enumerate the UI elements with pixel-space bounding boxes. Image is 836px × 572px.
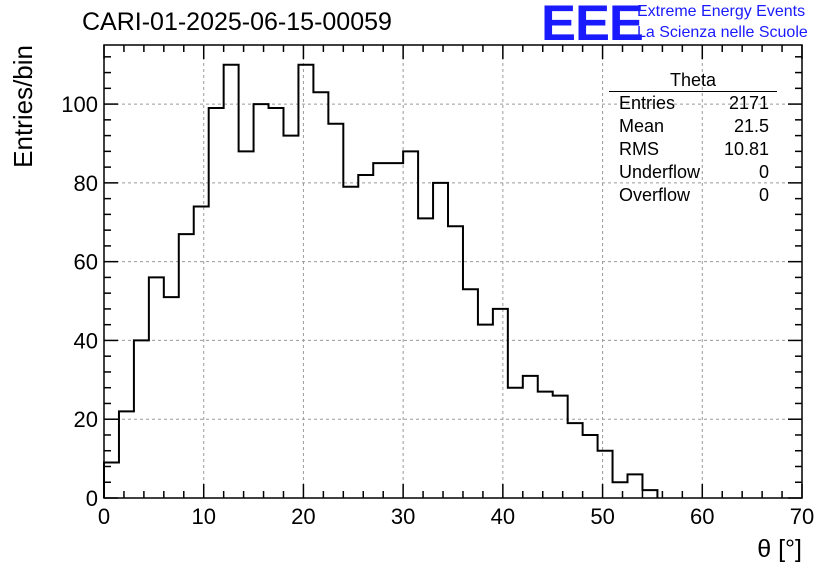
histogram-bin xyxy=(628,474,643,498)
y-tick-label: 40 xyxy=(74,328,98,353)
histogram-bin xyxy=(269,108,284,498)
histogram-bin xyxy=(613,482,628,498)
histogram-bin xyxy=(448,226,463,498)
histogram-bin xyxy=(313,92,328,498)
x-tick-label: 0 xyxy=(98,504,110,529)
y-tick-label: 80 xyxy=(74,171,98,196)
histogram-bin xyxy=(388,163,403,498)
stats-box: Theta Entries 2171 Mean 21.5 RMS 10.81 U… xyxy=(609,70,777,207)
stats-value: 0 xyxy=(758,162,769,182)
logo-subtitle-1: Extreme Energy Events xyxy=(637,3,806,20)
y-tick-label: 100 xyxy=(61,92,98,117)
stats-label: Mean xyxy=(619,116,665,136)
histogram-bin xyxy=(298,65,313,498)
histogram-bin xyxy=(119,411,134,498)
y-tick-label: 0 xyxy=(86,486,98,511)
histogram-bin xyxy=(568,423,583,498)
stats-row-entries: Entries 2171 xyxy=(609,92,777,115)
stats-row-mean: Mean 21.5 xyxy=(609,115,777,138)
histogram-bin xyxy=(104,463,119,498)
y-axis-label: Entries/bin xyxy=(8,45,38,168)
histogram-bin xyxy=(179,234,194,498)
histogram-bin xyxy=(239,151,254,498)
histogram-bin xyxy=(493,309,508,498)
histogram-bin xyxy=(583,435,598,498)
y-tick-label: 60 xyxy=(74,250,98,275)
histogram-bin xyxy=(403,151,418,498)
histogram-series xyxy=(103,63,659,498)
histogram-bin xyxy=(358,175,373,498)
x-tick-label: 40 xyxy=(491,504,515,529)
stats-row-rms: RMS 10.81 xyxy=(609,138,777,161)
stats-label: Underflow xyxy=(619,162,701,182)
histogram-bin xyxy=(194,207,209,498)
histogram-bin xyxy=(164,297,179,498)
stats-label: Entries xyxy=(619,93,676,113)
histogram-bin xyxy=(598,451,613,498)
x-tick-label: 50 xyxy=(590,504,614,529)
histogram-bin xyxy=(523,376,538,498)
histogram-bin xyxy=(508,388,523,498)
eee-logo: EEE xyxy=(541,0,644,51)
stats-value: 10.81 xyxy=(723,139,769,159)
histogram-bin xyxy=(373,163,388,498)
histogram-bin xyxy=(134,340,149,498)
logo-subtitle-2: La Scienza nelle Scuole xyxy=(637,24,808,41)
stats-label: Overflow xyxy=(619,185,691,205)
histogram-bin xyxy=(478,325,493,498)
x-tick-label: 30 xyxy=(391,504,415,529)
x-tick-label: 60 xyxy=(690,504,714,529)
histogram-bin xyxy=(283,136,298,498)
histogram-bin xyxy=(463,289,478,498)
stats-row-underflow: Underflow 0 xyxy=(609,161,777,184)
histogram-bin xyxy=(224,65,239,498)
stats-row-overflow: Overflow 0 xyxy=(609,184,777,207)
x-axis-label: θ [°] xyxy=(757,535,802,563)
plot-frame xyxy=(103,44,803,499)
histogram-bin xyxy=(433,183,448,498)
x-tick-label: 20 xyxy=(291,504,315,529)
y-tick-label: 20 xyxy=(74,407,98,432)
chart-title: CARI-01-2025-06-15-00059 xyxy=(82,8,392,36)
stats-value: 2171 xyxy=(728,93,769,113)
histogram-bin xyxy=(209,108,224,498)
stats-label: RMS xyxy=(619,139,659,159)
stats-title: Theta xyxy=(609,70,777,92)
histogram-bin xyxy=(254,104,269,498)
histogram-bin xyxy=(642,490,657,498)
histogram-bin xyxy=(343,187,358,498)
stats-value: 0 xyxy=(758,185,769,205)
histogram-bin xyxy=(418,218,433,498)
histogram-bin xyxy=(538,392,553,498)
histogram-bin xyxy=(149,277,164,498)
x-tick-label: 10 xyxy=(191,504,215,529)
x-tick-label: 70 xyxy=(790,504,814,529)
histogram-bin xyxy=(553,396,568,498)
stats-value: 21.5 xyxy=(733,116,769,136)
histogram-bin xyxy=(328,124,343,498)
